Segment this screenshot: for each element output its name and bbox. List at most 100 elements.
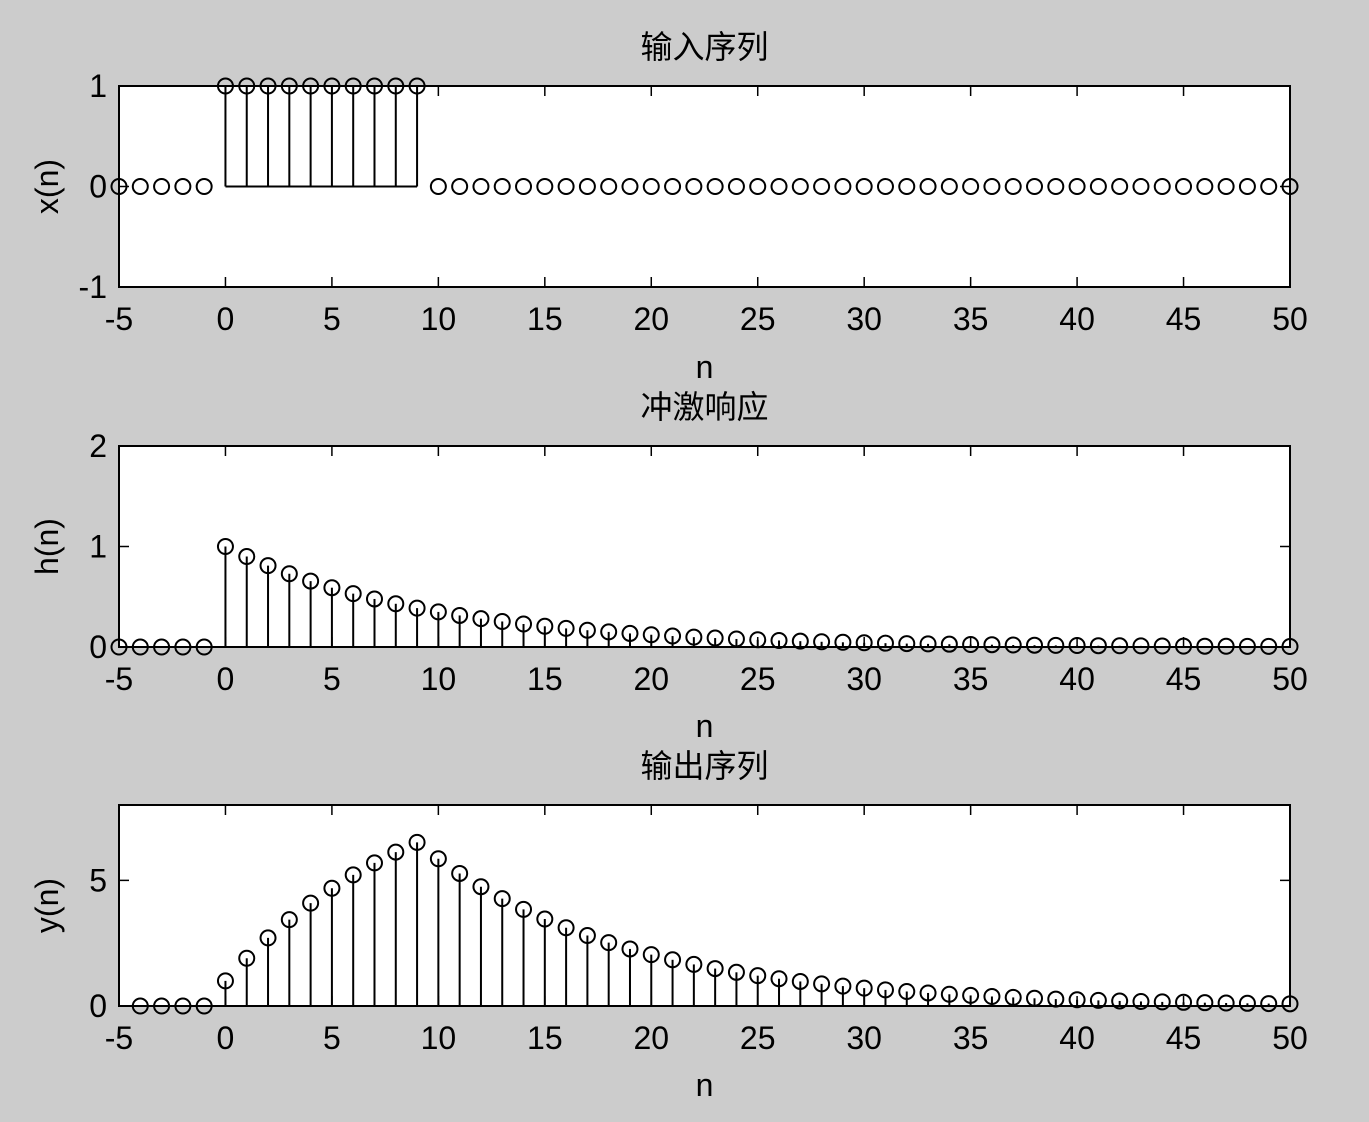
data-point: [983, 178, 1001, 195]
data-point: [962, 986, 980, 1004]
data-point: [940, 178, 958, 195]
data-point: [451, 178, 469, 195]
data-point: [429, 178, 447, 195]
x-tick-label: 30: [846, 301, 882, 337]
data-point: [727, 630, 745, 648]
x-tick-label: 45: [1166, 301, 1202, 337]
data-point: [664, 627, 682, 645]
data-point: [472, 878, 490, 896]
data-point: [940, 635, 958, 653]
y-axis-label: y(n): [29, 878, 65, 933]
data-point: [259, 77, 277, 95]
data-point: [280, 77, 298, 95]
data-point: [153, 178, 171, 195]
data-point: [876, 981, 894, 999]
data-point: [280, 565, 298, 583]
data-point: [855, 979, 873, 997]
data-point: [706, 629, 724, 647]
y-tick-label: 2: [89, 428, 107, 464]
data-point: [408, 599, 426, 617]
data-point: [1026, 989, 1044, 1007]
data-point: [174, 178, 192, 195]
x-tick-label: 45: [1166, 1020, 1202, 1056]
data-point: [1238, 637, 1256, 655]
data-point: [1026, 178, 1044, 195]
x-tick-label: 50: [1272, 1020, 1308, 1056]
x-tick-label: 20: [633, 301, 669, 337]
data-point: [1175, 178, 1193, 195]
x-tick-label: 40: [1059, 1020, 1095, 1056]
x-tick-label: 0: [217, 661, 235, 697]
data-point: [1111, 992, 1129, 1010]
data-point: [791, 632, 809, 650]
data-point: [1175, 993, 1193, 1011]
data-point: [642, 178, 660, 195]
chart-title: 冲激响应: [640, 388, 768, 426]
data-point: [685, 955, 703, 973]
data-point: [898, 635, 916, 653]
data-point: [770, 970, 788, 988]
data-point: [365, 854, 383, 872]
data-point: [664, 178, 682, 195]
data-point: [1089, 991, 1107, 1009]
data-point: [1153, 637, 1171, 655]
data-point: [1196, 637, 1214, 655]
x-tick-label: 40: [1059, 301, 1095, 337]
data-point: [1175, 637, 1193, 655]
data-point: [408, 77, 426, 95]
data-point: [387, 843, 405, 861]
x-tick-label: 35: [953, 301, 989, 337]
series-points: [110, 538, 1299, 656]
data-point: [259, 557, 277, 575]
x-tick-label: 40: [1059, 661, 1095, 697]
data-point: [1004, 178, 1022, 195]
data-point: [408, 833, 426, 851]
data-point: [983, 987, 1001, 1005]
data-point: [1238, 178, 1256, 195]
data-point: [238, 548, 256, 566]
data-point: [813, 975, 831, 993]
data-point: [216, 77, 234, 95]
data-point: [642, 946, 660, 964]
data-point: [578, 621, 596, 639]
y-tick-label: -1: [79, 269, 107, 305]
x-axis-label: n: [696, 349, 714, 385]
data-point: [344, 866, 362, 884]
data-point: [600, 178, 618, 195]
data-point: [749, 631, 767, 649]
data-point: [919, 178, 937, 195]
data-point: [834, 633, 852, 651]
data-point: [451, 606, 469, 624]
data-point: [919, 635, 937, 653]
x-tick-label: 35: [953, 661, 989, 697]
data-point: [536, 617, 554, 635]
data-point: [302, 572, 320, 590]
data-point: [962, 178, 980, 195]
data-point: [1238, 994, 1256, 1012]
data-point: [515, 900, 533, 918]
x-tick-label: 5: [323, 661, 341, 697]
data-point: [1217, 637, 1235, 655]
data-point: [557, 619, 575, 637]
data-point: [855, 178, 873, 195]
data-point: [493, 612, 511, 630]
x-tick-label: 45: [1166, 661, 1202, 697]
data-point: [962, 635, 980, 653]
data-point: [940, 985, 958, 1003]
data-point: [791, 972, 809, 990]
data-point: [834, 977, 852, 995]
data-point: [238, 949, 256, 967]
y-tick-label: 1: [89, 68, 107, 104]
data-point: [1260, 178, 1278, 195]
data-point: [898, 178, 916, 195]
data-point: [1111, 637, 1129, 655]
data-point: [110, 178, 128, 195]
data-point: [323, 879, 341, 897]
x-tick-label: 50: [1272, 661, 1308, 697]
data-point: [259, 929, 277, 947]
data-point: [365, 590, 383, 608]
